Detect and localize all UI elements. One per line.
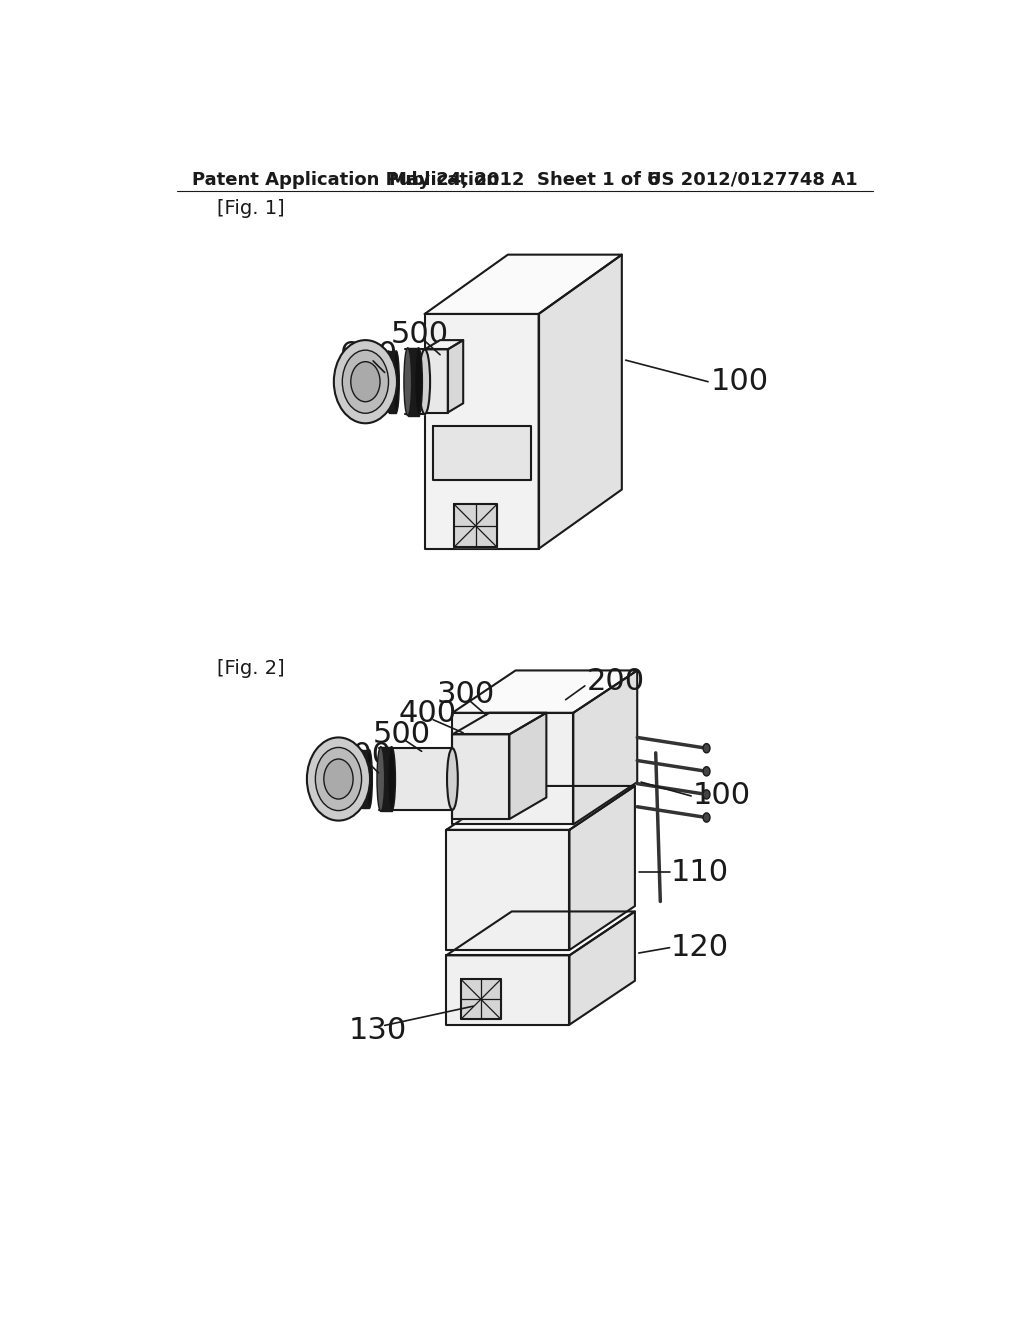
Text: 600: 600 [340, 341, 398, 370]
Polygon shape [453, 713, 547, 734]
Ellipse shape [403, 348, 412, 416]
Polygon shape [461, 979, 501, 1019]
Text: 130: 130 [348, 1016, 407, 1045]
Polygon shape [425, 341, 463, 350]
Ellipse shape [393, 351, 399, 412]
Ellipse shape [703, 743, 710, 752]
Text: 120: 120 [671, 933, 729, 962]
Polygon shape [447, 341, 463, 412]
Ellipse shape [388, 747, 395, 812]
Ellipse shape [315, 747, 361, 810]
Polygon shape [569, 785, 635, 950]
Polygon shape [454, 504, 497, 548]
Polygon shape [406, 350, 425, 414]
Text: May 24, 2012  Sheet 1 of 6: May 24, 2012 Sheet 1 of 6 [389, 172, 660, 189]
Text: 100: 100 [711, 367, 768, 396]
Polygon shape [446, 785, 635, 830]
Polygon shape [446, 830, 569, 950]
Ellipse shape [324, 759, 353, 799]
Text: US 2012/0127748 A1: US 2012/0127748 A1 [647, 172, 857, 189]
Ellipse shape [703, 813, 710, 822]
Text: 100: 100 [692, 781, 751, 810]
Polygon shape [388, 351, 396, 412]
Polygon shape [453, 671, 637, 713]
Polygon shape [361, 750, 370, 808]
Text: [Fig. 1]: [Fig. 1] [217, 199, 285, 218]
Polygon shape [509, 713, 547, 818]
Polygon shape [408, 348, 419, 416]
Text: 400: 400 [398, 700, 457, 729]
Ellipse shape [419, 350, 430, 414]
Polygon shape [569, 911, 635, 1024]
Polygon shape [453, 734, 509, 818]
Polygon shape [433, 426, 531, 480]
Text: Patent Application Publication: Patent Application Publication [193, 172, 499, 189]
Polygon shape [453, 713, 573, 825]
Polygon shape [446, 956, 569, 1024]
Ellipse shape [358, 750, 365, 808]
Polygon shape [379, 748, 453, 810]
Ellipse shape [334, 341, 397, 424]
Polygon shape [381, 747, 391, 812]
Polygon shape [446, 911, 635, 956]
Ellipse shape [367, 750, 373, 808]
Text: 500: 500 [373, 719, 431, 748]
Ellipse shape [351, 362, 380, 401]
Polygon shape [425, 350, 447, 412]
Text: 110: 110 [671, 858, 729, 887]
Ellipse shape [385, 351, 391, 412]
Ellipse shape [342, 350, 388, 413]
Text: 500: 500 [391, 321, 449, 350]
Ellipse shape [415, 348, 422, 416]
Text: [Fig. 2]: [Fig. 2] [217, 659, 285, 678]
Text: 300: 300 [437, 680, 496, 709]
Polygon shape [539, 255, 622, 549]
Ellipse shape [703, 767, 710, 776]
Polygon shape [425, 255, 622, 314]
Polygon shape [573, 671, 637, 825]
Text: 200: 200 [587, 668, 645, 697]
Ellipse shape [307, 738, 370, 821]
Ellipse shape [447, 748, 458, 809]
Ellipse shape [703, 789, 710, 799]
Ellipse shape [377, 747, 385, 812]
Polygon shape [425, 314, 539, 549]
Text: 600: 600 [334, 741, 392, 770]
